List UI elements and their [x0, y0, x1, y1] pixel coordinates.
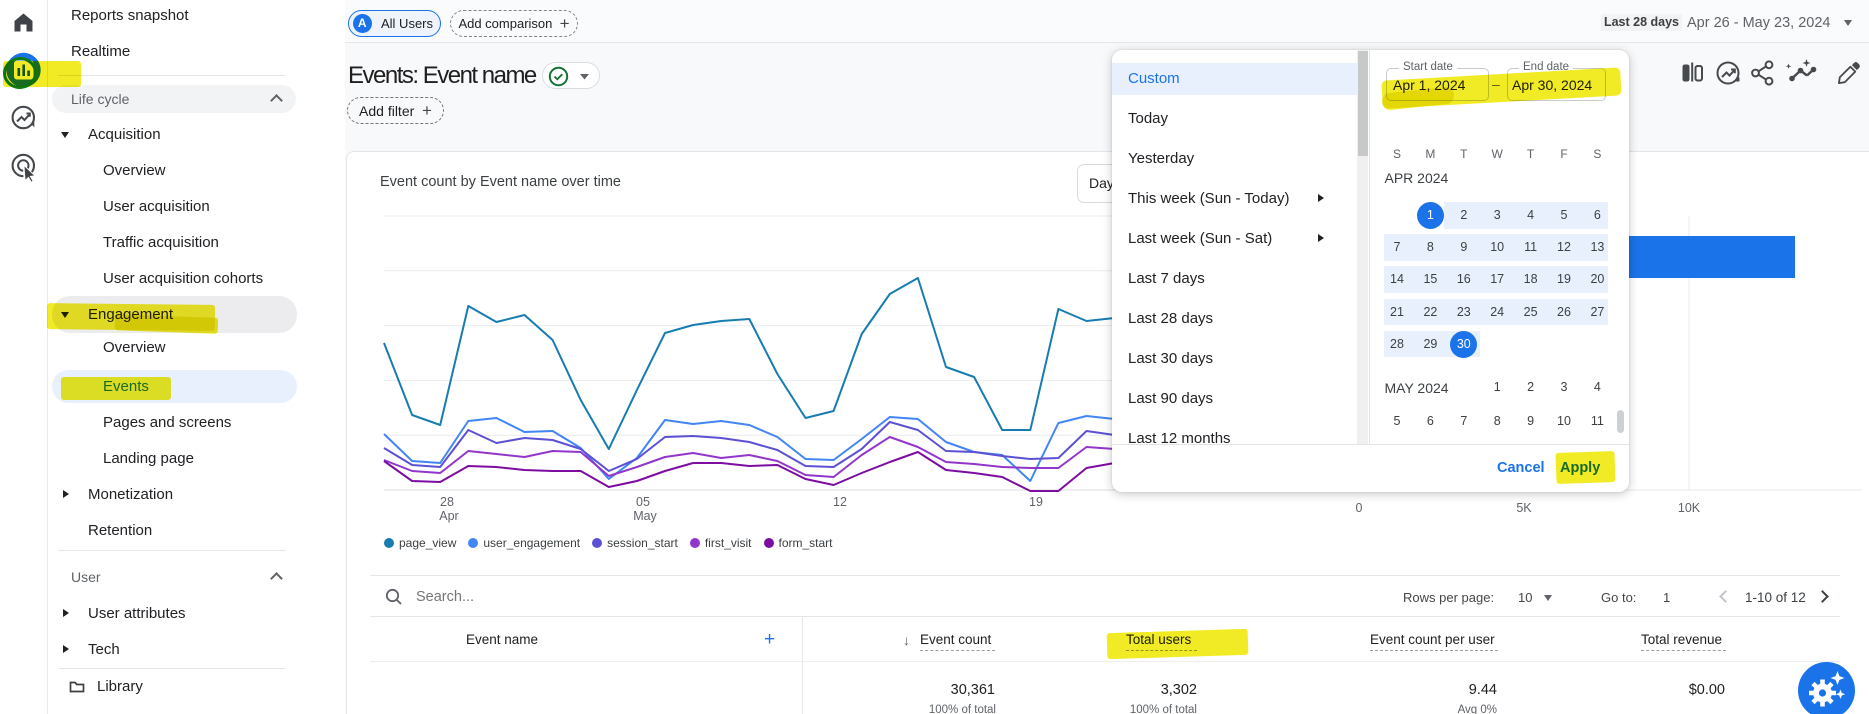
svg-text:10K: 10K: [1678, 501, 1701, 515]
svg-text:05: 05: [636, 495, 650, 509]
svg-text:19: 19: [1029, 495, 1043, 509]
svg-text:12: 12: [833, 495, 847, 509]
svg-text:Apr: Apr: [439, 509, 458, 523]
svg-text:0: 0: [1356, 501, 1363, 515]
svg-text:May: May: [633, 509, 657, 523]
svg-text:28: 28: [440, 495, 454, 509]
svg-text:5K: 5K: [1516, 501, 1532, 515]
